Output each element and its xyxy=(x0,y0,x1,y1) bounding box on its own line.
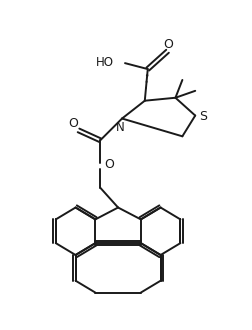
Text: S: S xyxy=(199,110,207,123)
Text: HO: HO xyxy=(96,56,114,69)
Text: O: O xyxy=(164,38,173,51)
Text: O: O xyxy=(69,117,79,130)
Text: N: N xyxy=(116,121,124,134)
Text: O: O xyxy=(104,157,114,171)
